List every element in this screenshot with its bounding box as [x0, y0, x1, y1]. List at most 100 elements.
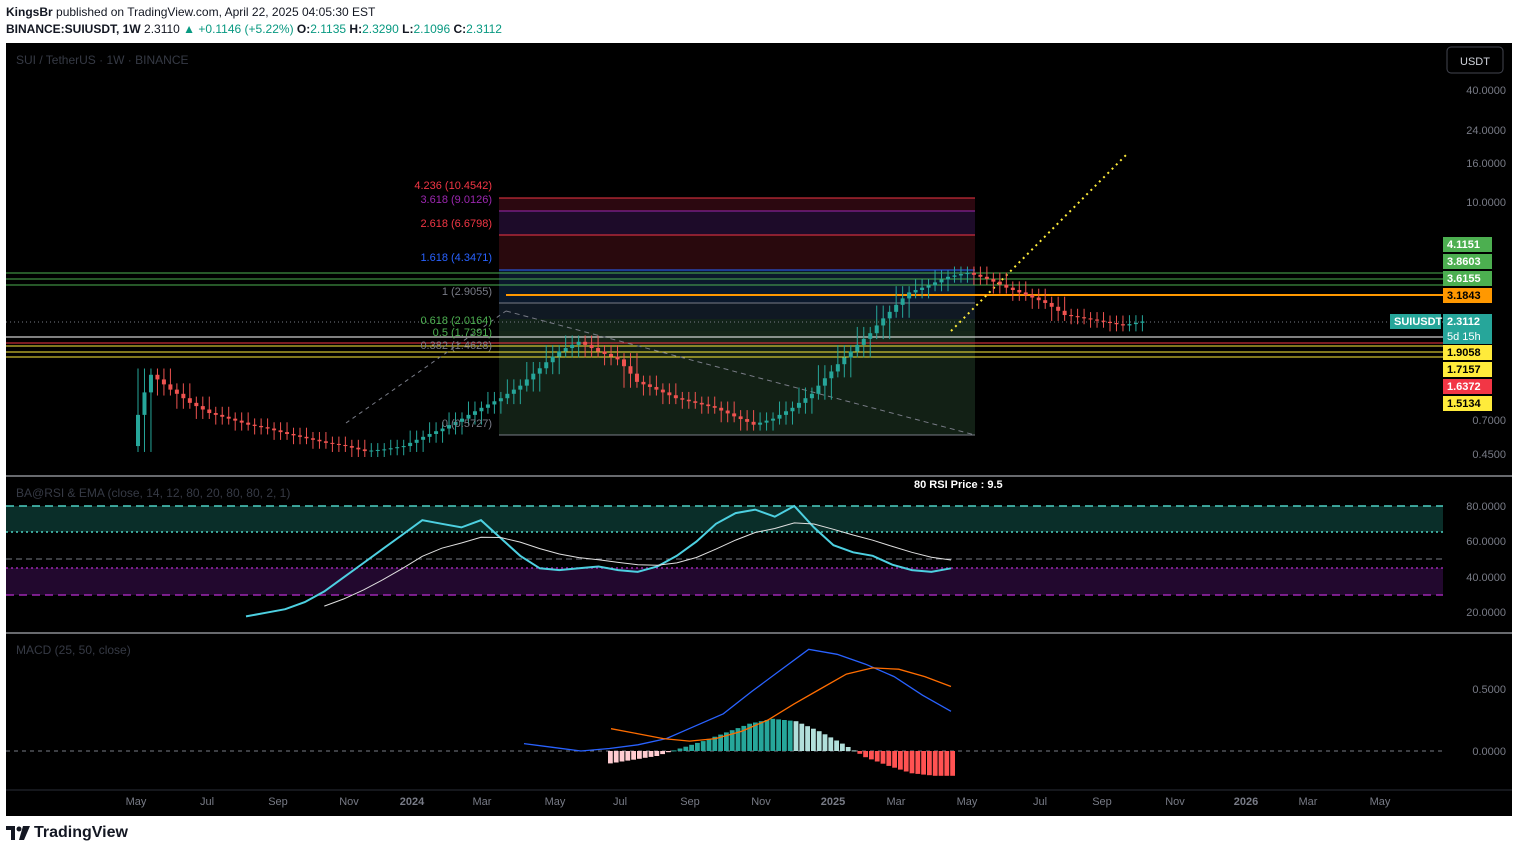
price-tick: 16.0000 [1466, 158, 1506, 170]
fib-label-05: 0.5 (1.7391) [433, 327, 492, 339]
macd-bar [938, 751, 944, 776]
tradingview-logo[interactable]: TradingView [6, 824, 128, 842]
high-label: H: [349, 22, 363, 36]
macd-bar [608, 751, 613, 764]
rsi-pane[interactable]: BA@RSI & EMA (close, 14, 12, 80, 20, 80,… [6, 479, 1506, 619]
publish-info: KingsBr published on TradingView.com, Ap… [6, 5, 375, 19]
candle-body [1075, 316, 1080, 318]
macd-bar [834, 740, 839, 751]
support-resistance-lines[interactable] [6, 272, 1446, 358]
candle-body [310, 438, 315, 440]
macd-bar [811, 728, 816, 751]
candle-body [1088, 318, 1093, 320]
macd-bar [869, 751, 874, 760]
candle-body [965, 272, 970, 275]
candle-body [220, 414, 225, 417]
macd-bar [776, 719, 781, 751]
price-tag [1443, 271, 1492, 286]
candle-body [440, 428, 445, 432]
macd-bar [787, 720, 793, 751]
candle-body [570, 344, 575, 349]
publish-date: published on TradingView.com, April 22, … [56, 5, 376, 19]
price-tag-label: 1.5134 [1447, 398, 1482, 410]
low-label: L: [402, 22, 414, 36]
candle-body [868, 333, 873, 339]
candle-body [647, 384, 652, 387]
price-tag-label: 1.6372 [1447, 381, 1481, 393]
macd-bar [915, 751, 921, 774]
candle-body [803, 398, 808, 403]
macd-bar [631, 751, 636, 760]
fib-label-0618: 0.618 (2.0164) [420, 315, 492, 327]
price-tag-label: 2.3112 [1447, 316, 1480, 328]
time-tick: 2024 [400, 796, 425, 808]
candle-body [142, 392, 147, 415]
candle-body [304, 436, 309, 439]
candle-body [764, 420, 769, 423]
time-axis[interactable]: May Jul Sep Nov 2024 Mar May Jul Sep Nov 2025 Mar Ma… [6, 789, 1512, 808]
macd-bar [729, 730, 735, 751]
candle-body [855, 344, 860, 352]
candle-body [505, 393, 510, 399]
macd-bar [735, 728, 741, 751]
signal-line [610, 667, 952, 742]
candle-body [557, 351, 562, 357]
candle-body [706, 404, 711, 407]
close-value: 2.3112 [466, 22, 502, 36]
trend-line-left[interactable] [345, 310, 507, 424]
chart-area[interactable]: SUI / TetherUS · 1W · BINANCE [6, 43, 1512, 816]
candle-body [609, 353, 614, 357]
time-tick: May [545, 796, 566, 808]
author-name[interactable]: KingsBr [6, 5, 53, 19]
currency-button[interactable] [1446, 46, 1504, 74]
macd-pane[interactable]: MACD (25, 50, close) 0.5000 0.0000 [6, 643, 1506, 776]
candle-body [375, 449, 380, 451]
candle-body [946, 276, 950, 280]
candle-body [272, 428, 277, 431]
time-tick: Sep [680, 796, 700, 808]
low-value: 2.1096 [413, 22, 451, 36]
candle-body [1004, 284, 1009, 288]
macd-bar [770, 718, 776, 751]
last-price-tag [1443, 314, 1492, 344]
candle-body [920, 287, 925, 291]
macd-bar [921, 751, 926, 775]
fib-label-2618: 2.618 (6.6798) [420, 218, 492, 230]
candle-body [382, 449, 387, 451]
candle-body [239, 420, 244, 423]
macd-bar [660, 751, 665, 755]
candle-body [991, 278, 996, 282]
candle-body [336, 443, 341, 445]
macd-bar [683, 746, 689, 751]
candle-body [1120, 324, 1125, 326]
macd-bar [805, 726, 810, 751]
candle-body [466, 414, 471, 419]
price-tag [1443, 237, 1492, 252]
macd-bar [793, 721, 799, 751]
price-axis[interactable]: USDT 40.0000 24.0000 16.0000 10.0000 0.7… [1446, 46, 1506, 461]
chart-svg[interactable]: SUI / TetherUS · 1W · BINANCE [6, 43, 1512, 816]
projection-line[interactable] [950, 152, 1129, 332]
price-tag-label: 4.1151 [1447, 239, 1480, 251]
tradingview-logo-icon [6, 826, 30, 840]
time-tick: Nov [1165, 796, 1185, 808]
candle-body [615, 356, 620, 360]
macd-bar [816, 731, 822, 751]
candle-body [323, 441, 328, 443]
fib-label-4236: 4.236 (10.4542) [414, 180, 492, 192]
price-tick: 40.0000 [1466, 85, 1506, 97]
candle-body [887, 311, 892, 319]
candle-body [524, 379, 529, 386]
candle-body [447, 425, 452, 429]
candle-body [673, 395, 678, 399]
time-tick: May [126, 796, 147, 808]
candle-body [1133, 322, 1138, 325]
candle-body [900, 298, 905, 305]
macd-bar [613, 751, 619, 763]
candle-body [414, 439, 419, 443]
fib-retracement[interactable] [499, 197, 975, 436]
macd-title: MACD (25, 50, close) [16, 643, 131, 657]
candle-body [660, 389, 665, 393]
macd-bar [747, 723, 752, 751]
fib-label-1: 1 (2.9055) [442, 286, 492, 298]
